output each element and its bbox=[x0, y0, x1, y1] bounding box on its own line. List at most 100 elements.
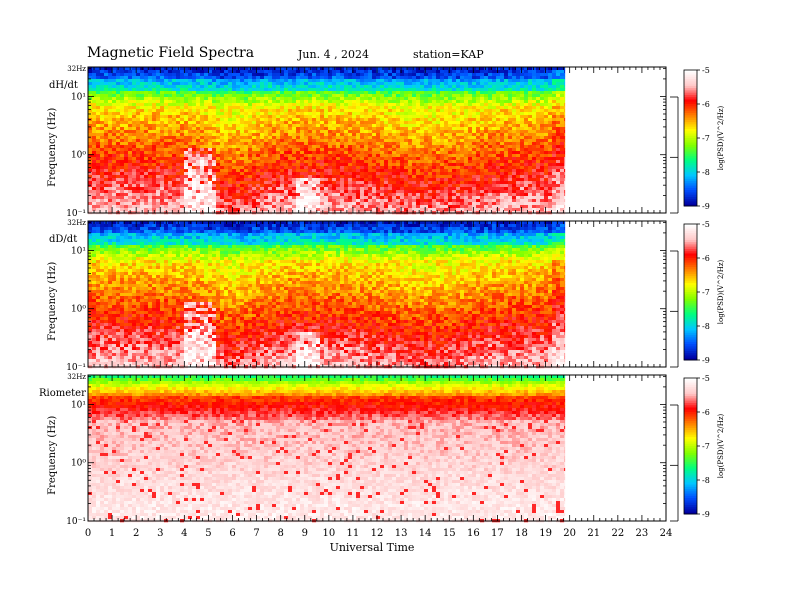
colorbar-cell bbox=[684, 285, 697, 288]
colorbar-tick-label: -7 bbox=[702, 134, 710, 143]
colorbar-cell bbox=[684, 269, 697, 273]
colorbar-cell bbox=[684, 332, 697, 336]
colorbar-cell bbox=[684, 357, 697, 361]
colorbar-cell bbox=[684, 246, 697, 250]
colorbar-cell bbox=[684, 99, 697, 103]
colorbar-cell bbox=[684, 144, 697, 148]
colorbar-cell bbox=[684, 264, 697, 268]
colorbar-cell bbox=[684, 464, 697, 467]
colorbar: -5 -6 -7 -8 -9 log(PSD)(V^2/Hz) bbox=[683, 66, 725, 211]
x-tick-label: 13 bbox=[395, 528, 408, 539]
colorbar-cell bbox=[684, 486, 697, 490]
x-tick-label: 1 bbox=[109, 528, 115, 539]
x-tick-label: 15 bbox=[443, 528, 456, 539]
colorbar-cell bbox=[684, 138, 697, 141]
x-tick-label: 8 bbox=[277, 528, 283, 539]
colorbar-cell bbox=[684, 425, 697, 429]
colorbar-cell bbox=[684, 459, 697, 463]
colorbar-cell bbox=[684, 190, 697, 193]
colorbar-cell bbox=[684, 382, 697, 386]
page-title: Magnetic Field Spectra bbox=[87, 45, 255, 61]
colorbar-cell bbox=[684, 307, 697, 311]
colorbar-cell bbox=[684, 81, 697, 85]
colorbar-cell bbox=[684, 108, 697, 112]
colorbar-cell bbox=[684, 430, 697, 433]
colorbar-label: log(PSD)(V^2/Hz) bbox=[717, 413, 725, 478]
colorbar-cell bbox=[684, 448, 697, 452]
colorbar-cell bbox=[684, 355, 697, 359]
colorbar-cell bbox=[684, 414, 697, 418]
x-tick-label: 23 bbox=[636, 528, 649, 539]
colorbar-cell bbox=[684, 452, 697, 456]
y-tick-label: 10⁰ bbox=[71, 151, 86, 161]
x-ticks bbox=[87, 375, 667, 521]
colorbar-cell bbox=[684, 176, 697, 180]
colorbar-cell bbox=[684, 378, 697, 381]
colorbar-cell bbox=[684, 509, 697, 513]
colorbar-cell bbox=[684, 450, 697, 454]
colorbar-cell bbox=[684, 434, 697, 438]
colorbar-cell bbox=[684, 407, 697, 411]
colorbar-cell bbox=[684, 174, 697, 178]
colorbar-cell bbox=[684, 353, 697, 356]
colorbar-cell bbox=[684, 106, 697, 110]
x-tick-label: 0 bbox=[85, 528, 91, 539]
x-axis-label: Universal Time bbox=[330, 541, 415, 554]
colorbar-cell bbox=[684, 203, 697, 207]
colorbar-cell bbox=[684, 504, 697, 508]
colorbar-cell bbox=[684, 201, 697, 205]
colorbar-cell bbox=[684, 321, 697, 325]
colorbar-cell bbox=[684, 178, 697, 182]
colorbar-cell bbox=[684, 341, 697, 345]
colorbar-cell bbox=[684, 443, 697, 447]
colorbar-cell bbox=[684, 267, 697, 270]
colorbar-cell bbox=[684, 187, 697, 191]
colorbar-cell bbox=[684, 276, 697, 279]
colorbar-cell bbox=[684, 468, 697, 472]
colorbar-cell bbox=[684, 156, 697, 159]
colorbar-cell bbox=[684, 466, 697, 470]
colorbar-cell bbox=[684, 301, 697, 304]
colorbar-cell bbox=[684, 439, 697, 442]
colorbar-cell bbox=[684, 282, 697, 286]
colorbar-cell bbox=[684, 126, 697, 130]
colorbar-cell bbox=[684, 124, 697, 128]
colorbar-cell bbox=[684, 314, 697, 318]
y-axis-label: Frequency (Hz) bbox=[47, 108, 58, 187]
colorbar-tick-label: -5 bbox=[702, 220, 710, 229]
colorbar-cell bbox=[684, 228, 697, 232]
colorbar-cell bbox=[684, 79, 697, 82]
colorbar-cell bbox=[684, 477, 697, 481]
colorbar-tick-label: -7 bbox=[702, 442, 710, 451]
colorbar-cell bbox=[684, 326, 697, 329]
colorbar-cell bbox=[684, 305, 697, 309]
colorbar-cell bbox=[684, 172, 697, 175]
colorbar-cell bbox=[684, 316, 697, 320]
colorbar-cell bbox=[684, 196, 697, 200]
colorbar-cell bbox=[684, 507, 697, 510]
x-tick-label: 14 bbox=[419, 528, 432, 539]
station-label: station=KAP bbox=[413, 48, 484, 61]
colorbar-cell bbox=[684, 167, 697, 171]
colorbar-cell bbox=[684, 224, 697, 227]
x-tick-label: 22 bbox=[611, 528, 624, 539]
heatmap bbox=[88, 375, 566, 523]
heatmap bbox=[88, 221, 566, 369]
colorbar-cell bbox=[684, 244, 697, 248]
colorbar-cell bbox=[684, 455, 697, 458]
y-tick-label: 10⁻¹ bbox=[66, 517, 86, 527]
colorbar-cell bbox=[684, 319, 697, 322]
colorbar-cell bbox=[684, 110, 697, 114]
x-tick-label: 4 bbox=[181, 528, 187, 539]
spectrogram-panel-2: 32Hz 10¹ 10⁰ 10⁻¹ Riometer Frequency (Hz) -5 -6… bbox=[39, 373, 725, 527]
colorbar-cell bbox=[684, 475, 697, 479]
colorbar-cell bbox=[684, 115, 697, 119]
colorbar-tick-label: -8 bbox=[702, 476, 710, 485]
colorbar-cell bbox=[684, 97, 697, 100]
colorbar-cell bbox=[684, 418, 697, 422]
colorbar-cell bbox=[684, 473, 697, 476]
colorbar-cell bbox=[684, 380, 697, 384]
colorbar-cell bbox=[684, 337, 697, 341]
x-tick-label: 12 bbox=[371, 528, 384, 539]
